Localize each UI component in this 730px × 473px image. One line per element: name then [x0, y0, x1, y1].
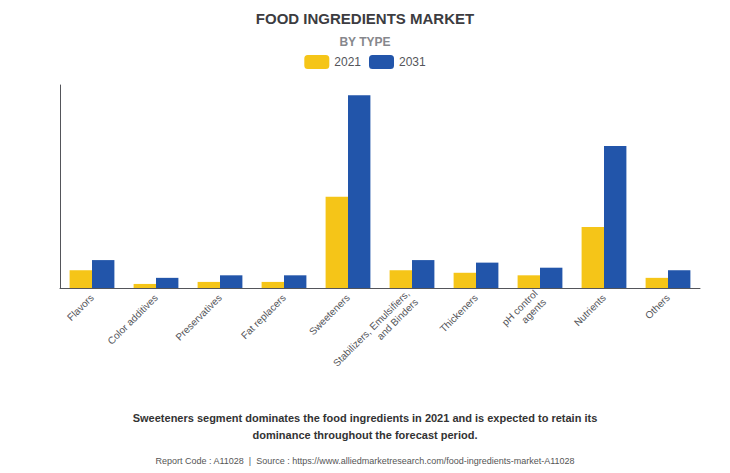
svg-text:Report Code : A11028 | Sourc: Report Code : A11028 | Source : https://… [155, 456, 574, 466]
svg-text:2031: 2031 [399, 55, 426, 69]
svg-text:pH control: pH control [499, 287, 540, 328]
svg-text:Flavors: Flavors [65, 292, 96, 323]
svg-text:FOOD INGREDIENTS MARKET: FOOD INGREDIENTS MARKET [256, 10, 474, 27]
svg-text:BY TYPE: BY TYPE [339, 35, 390, 49]
svg-text:Fat replacers: Fat replacers [239, 292, 288, 341]
svg-text:dominance throughout the forec: dominance throughout the forecast period… [253, 429, 478, 441]
svg-text:2021: 2021 [334, 55, 361, 69]
svg-text:Sweeteners segment dominates t: Sweeteners segment dominates the food in… [133, 412, 598, 424]
svg-text:Preservatives: Preservatives [173, 292, 224, 343]
svg-text:Stabilizers, Emulsifiers,: Stabilizers, Emulsifiers, [331, 288, 412, 369]
svg-text:Others: Others [643, 292, 672, 321]
svg-text:Color additives: Color additives [105, 292, 159, 346]
svg-text:Sweeteners: Sweeteners [307, 292, 352, 337]
svg-text:Thickeners: Thickeners [438, 292, 480, 334]
svg-text:and Binders: and Binders [375, 296, 420, 341]
svg-text:Nutrients: Nutrients [572, 292, 608, 328]
svg-text:agents: agents [519, 296, 548, 325]
